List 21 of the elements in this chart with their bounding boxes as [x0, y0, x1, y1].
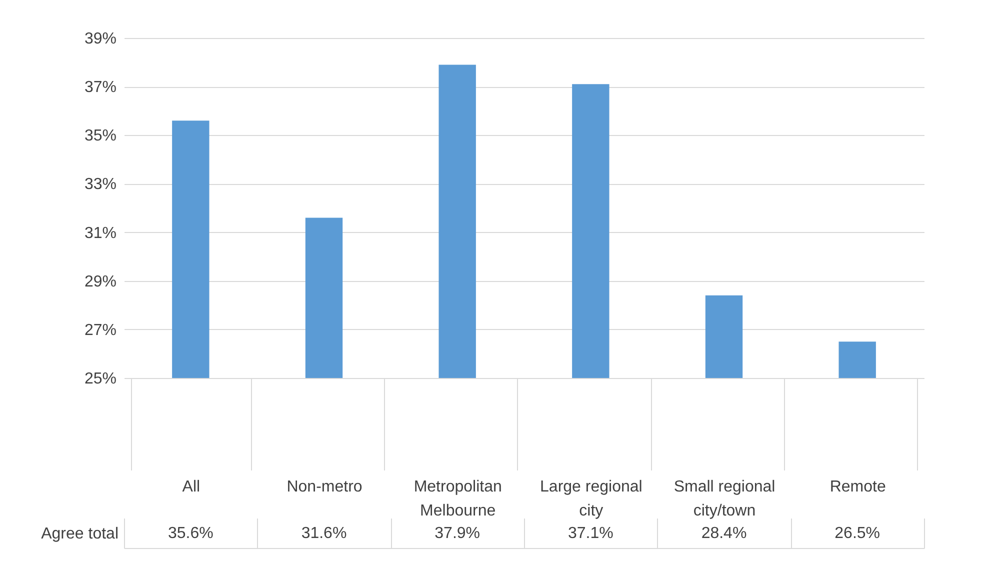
y-tick-label: 29%	[84, 273, 116, 290]
x-tick-label: Non-metro	[286, 478, 362, 496]
x-tick-label: Metropolitan Melbourne	[414, 478, 502, 520]
y-tick-label: 39%	[84, 30, 116, 48]
y-tick-label: 33%	[84, 176, 116, 194]
x-tick-label: Large regional city	[540, 478, 642, 520]
y-tick-label: 27%	[84, 322, 116, 339]
data-label: 26.5%	[834, 525, 880, 542]
data-label: 37.1%	[568, 525, 614, 542]
data-label: 31.6%	[301, 525, 347, 542]
x-tick-label: Remote	[830, 478, 886, 496]
data-label: 35.6%	[168, 525, 214, 542]
data-label: 28.4%	[701, 525, 747, 542]
x-tick-label: All	[182, 478, 200, 496]
data-label: 37.9%	[434, 525, 480, 542]
y-tick-label: 35%	[84, 128, 116, 145]
y-tick-label: 25%	[84, 370, 116, 388]
x-tick-label: Small regional city/town	[674, 478, 776, 520]
text: Agree total	[41, 526, 118, 542]
y-tick-label: 31%	[84, 224, 116, 242]
y-tick-label: 37%	[84, 79, 116, 96]
